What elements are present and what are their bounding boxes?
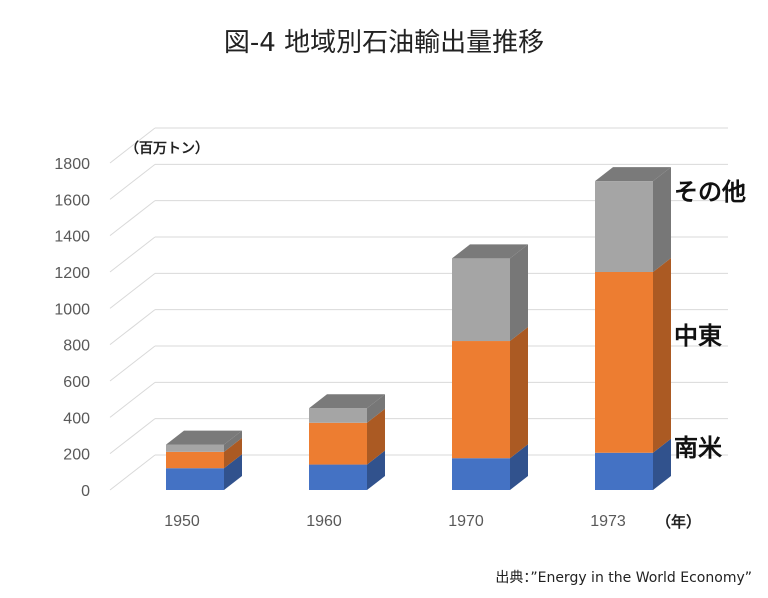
label-other: その他	[674, 178, 746, 206]
y-tick-label: 1200	[54, 265, 90, 282]
bar-segment-front	[452, 341, 510, 459]
y-tick-label: 600	[63, 374, 90, 391]
bar-segment-side	[653, 167, 671, 272]
y-tick-label: 400	[63, 410, 90, 427]
bar-segment-side	[367, 450, 385, 490]
y-tick-label: 200	[63, 447, 90, 464]
bar-segment-front	[452, 258, 510, 342]
bar-segment-front	[452, 458, 510, 490]
bar-segment-side	[224, 430, 242, 452]
grid-line-side	[109, 236, 156, 273]
x-tick-label: 1973	[590, 513, 626, 530]
y-tick-label: 800	[63, 338, 90, 355]
grid-line-side	[109, 272, 156, 309]
grid-line-side	[109, 163, 156, 200]
grid-line-side	[109, 200, 156, 237]
grid-line-side	[109, 381, 156, 418]
bar-segment-front	[595, 452, 653, 490]
bar-segment-side	[367, 394, 385, 423]
y-tick-label: 0	[81, 483, 90, 500]
y-tick-label: 1600	[54, 192, 90, 209]
label-middle-east: 中東	[674, 322, 722, 350]
bar-segment-side	[510, 327, 528, 459]
bar-segment-front	[166, 468, 224, 490]
chart-title: 図-4 地域別石油輸出量推移	[223, 28, 545, 58]
bar-top-face	[166, 430, 242, 445]
bar-segment-front	[309, 422, 367, 465]
bar-segment-side	[653, 438, 671, 490]
bar-segment-front	[166, 451, 224, 469]
x-axis-unit: （年）	[656, 513, 702, 531]
bar-top-face	[595, 167, 671, 182]
bar-top-face	[309, 394, 385, 409]
grid-line-side	[109, 454, 156, 491]
y-tick-label: 1400	[54, 229, 90, 246]
bar-segment-front	[309, 408, 367, 423]
y-tick-label: 1800	[54, 156, 90, 173]
y-axis-unit: （百万トン）	[125, 141, 209, 157]
bar-segment-front	[309, 464, 367, 490]
bar-segment-side	[653, 258, 671, 453]
y-tick-label: 1000	[54, 301, 90, 318]
bar-top-face	[452, 244, 528, 259]
bar-segment-side	[510, 444, 528, 490]
bar-segment-side	[224, 437, 242, 469]
bar-segment-front	[595, 272, 653, 453]
x-tick-label: 1950	[164, 513, 200, 530]
source-note: 出典：”Energy in the World Economy”	[495, 570, 752, 586]
label-south-america: 南米	[674, 434, 722, 462]
x-tick-label: 1960	[306, 513, 342, 530]
grid-line-side	[109, 418, 156, 455]
grid-line-side	[109, 127, 156, 164]
grid-line-side	[109, 309, 156, 346]
bar-segment-front	[595, 181, 653, 272]
grid-line-side	[109, 345, 156, 382]
bar-segment-side	[510, 244, 528, 342]
bar-segment-side	[367, 408, 385, 465]
x-tick-label: 1970	[448, 513, 484, 530]
bar-segment-front	[166, 444, 224, 452]
bar-segment-side	[224, 454, 242, 490]
